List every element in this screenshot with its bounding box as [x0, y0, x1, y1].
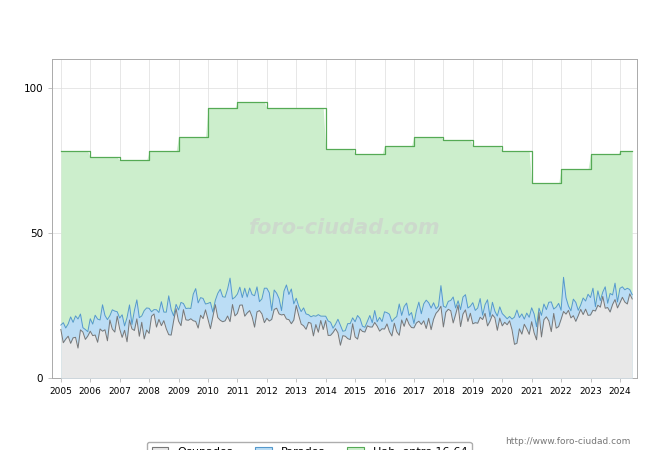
Text: http://www.foro-ciudad.com: http://www.foro-ciudad.com: [505, 436, 630, 446]
Text: foro-ciudad.com: foro-ciudad.com: [249, 218, 440, 238]
Text: Farrera - Evolucion de la poblacion en edad de Trabajar Mayo de 2024: Farrera - Evolucion de la poblacion en e…: [118, 25, 532, 38]
Legend: Ocupados, Parados, Hab. entre 16-64: Ocupados, Parados, Hab. entre 16-64: [147, 442, 472, 450]
